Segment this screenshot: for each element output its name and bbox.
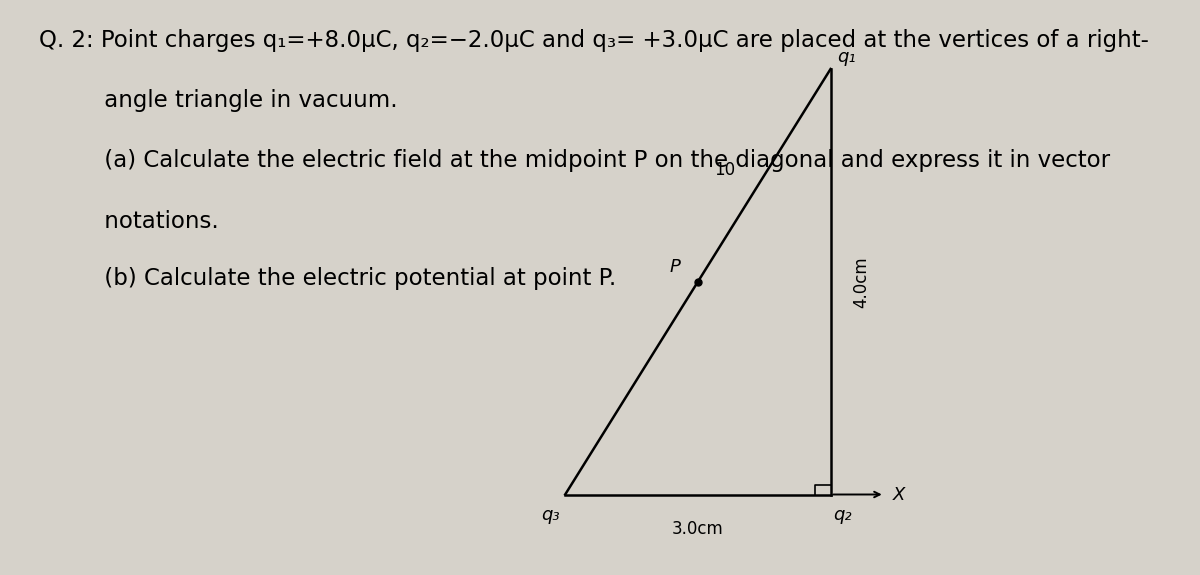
Text: (a) Calculate the electric field at the midpoint P on the diagonal and express i: (a) Calculate the electric field at the …: [40, 150, 1110, 172]
Text: q₁: q₁: [838, 48, 856, 66]
Text: angle triangle in vacuum.: angle triangle in vacuum.: [40, 89, 398, 112]
Text: X: X: [893, 485, 905, 504]
Text: P: P: [670, 258, 680, 276]
Text: 3.0cm: 3.0cm: [672, 520, 724, 538]
Text: 4.0cm: 4.0cm: [852, 256, 870, 308]
Text: notations.: notations.: [40, 210, 220, 233]
Text: Q. 2: Point charges q₁=+8.0μC, q₂=−2.0μC and q₃= +3.0μC are placed at the vertic: Q. 2: Point charges q₁=+8.0μC, q₂=−2.0μC…: [40, 29, 1150, 52]
Text: q₃: q₃: [541, 506, 560, 524]
Text: (b) Calculate the electric potential at point P.: (b) Calculate the electric potential at …: [40, 267, 617, 290]
Text: q₂: q₂: [834, 506, 852, 524]
Text: 10: 10: [714, 160, 736, 179]
